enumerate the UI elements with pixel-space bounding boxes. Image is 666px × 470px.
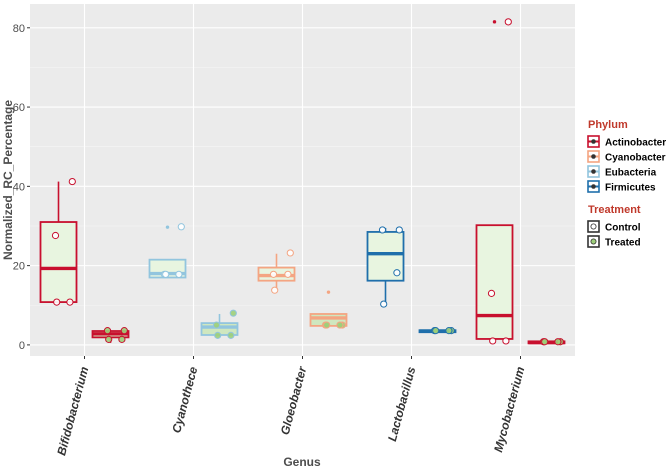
y-tick-label: 80 — [13, 23, 25, 35]
outlier-point — [165, 225, 170, 229]
data-point — [541, 338, 549, 346]
box-body — [39, 221, 78, 303]
legend-key-actinobacteria: Actinobacteria — [587, 135, 666, 149]
data-point — [162, 270, 170, 278]
legend-key-control: Control — [587, 220, 641, 234]
data-point — [53, 298, 61, 306]
data-point — [66, 298, 74, 306]
legend-label: Actinobacteria — [605, 138, 666, 149]
outlier-point — [492, 20, 497, 24]
x-tick-label: Lactobacillus — [385, 365, 418, 443]
x-tick-label: Cyanothece — [169, 365, 200, 435]
legend-swatch-dot — [591, 184, 596, 189]
data-point — [487, 289, 496, 297]
box-gloeobacter-treated — [309, 290, 348, 329]
data-point — [214, 331, 222, 339]
y-tick-label: 60 — [13, 102, 25, 114]
data-point — [271, 286, 279, 294]
legend: Phylum Actinobacteria Cyanobacteria Eubacte… — [587, 119, 666, 249]
data-point — [177, 223, 185, 231]
data-point — [212, 321, 221, 329]
legend-label: Eubacteria — [605, 168, 657, 179]
legend-key-eubacteria: Eubacteria — [587, 165, 657, 179]
legend-swatch-dot — [591, 154, 596, 159]
legend-key-firmicutes: Firmicutes — [587, 180, 656, 194]
legend-swatch-dot — [591, 139, 596, 144]
x-axis-title: Genus — [283, 455, 321, 469]
data-point — [120, 327, 128, 335]
data-point — [323, 321, 331, 329]
data-point — [227, 331, 235, 339]
data-point — [432, 327, 440, 335]
data-point — [393, 269, 401, 277]
legend-key-cyanobacteria: Cyanobacteria — [587, 150, 666, 164]
legend-key-treated: Treated — [587, 235, 641, 249]
data-point — [118, 335, 126, 343]
y-axis-ticks: 0 20 40 60 80 — [13, 23, 30, 352]
legend-swatch-dot — [590, 223, 597, 230]
data-point — [380, 300, 388, 308]
legend-label: Treated — [605, 238, 641, 249]
data-point — [504, 18, 512, 26]
data-point — [68, 177, 76, 186]
data-point — [175, 270, 183, 278]
legend-title-phylum: Phylum — [588, 119, 628, 131]
legend-label: Firmicutes — [605, 183, 656, 194]
y-tick-label: 20 — [13, 261, 25, 273]
data-point — [284, 270, 292, 278]
legend-title-treatment: Treatment — [588, 204, 641, 216]
data-point — [336, 321, 344, 329]
data-point — [502, 337, 510, 345]
legend-label: Cyanobacteria — [605, 153, 666, 164]
box-lactobacillus-control — [366, 226, 405, 308]
data-point — [229, 309, 237, 317]
box-lactobacillus-treated — [418, 327, 457, 335]
y-tick-label: 0 — [19, 340, 25, 352]
data-point — [51, 231, 60, 240]
x-tick-label: Mycobacterium — [491, 365, 527, 454]
data-point — [489, 337, 497, 345]
data-point — [103, 327, 112, 335]
legend-label: Control — [605, 223, 641, 234]
box-bifidobacterium-control — [39, 177, 78, 306]
box-body — [475, 224, 514, 340]
legend-swatch-dot — [591, 169, 596, 174]
outlier-point — [326, 290, 331, 294]
grid-lines — [30, 4, 575, 356]
box-gloeobacter-control — [257, 249, 296, 294]
box-cyanothece-control — [148, 223, 187, 279]
data-point — [395, 226, 403, 234]
x-axis-ticks: Bifidobacterium Cyanothece Gloeobacter Lact… — [54, 356, 527, 457]
data-point — [554, 338, 562, 346]
data-point — [445, 327, 453, 335]
data-point — [105, 335, 113, 343]
x-tick-label: Bifidobacterium — [54, 365, 91, 457]
box-cyanothece-treated — [200, 309, 239, 339]
box-mycobacterium-treated — [527, 338, 566, 346]
box-bifidobacterium-treated — [91, 327, 130, 343]
y-axis-title: Normalized_RC_Percentage — [1, 100, 15, 260]
legend-swatch-dot — [590, 238, 597, 245]
x-tick-label: Gloeobacter — [278, 364, 310, 437]
box-mycobacterium-control — [475, 18, 514, 345]
data-point — [286, 249, 294, 257]
data-point — [269, 270, 278, 278]
data-point — [378, 226, 387, 234]
box-plots — [39, 18, 566, 346]
y-tick-label: 40 — [13, 181, 25, 193]
